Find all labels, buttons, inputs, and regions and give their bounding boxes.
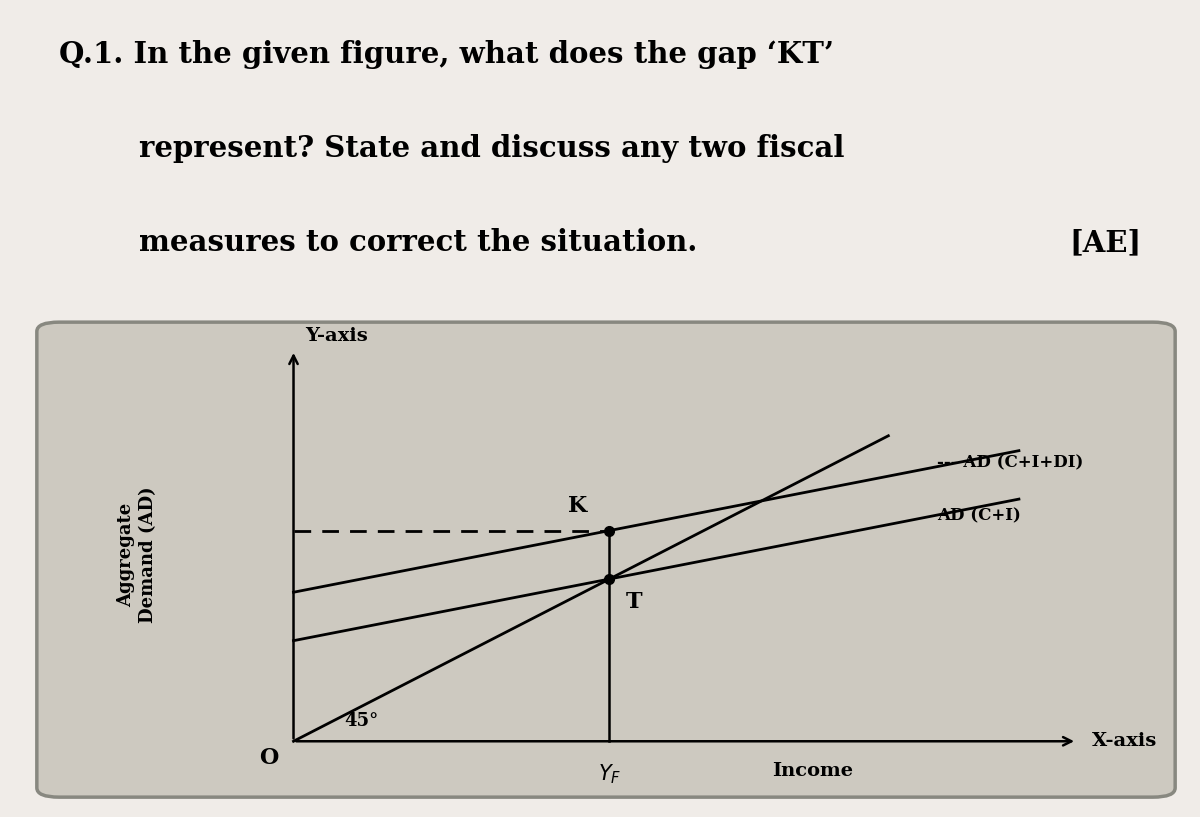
- FancyBboxPatch shape: [37, 322, 1175, 797]
- Text: Y-axis: Y-axis: [305, 328, 367, 346]
- Text: Aggregate
Demand (AD): Aggregate Demand (AD): [118, 487, 157, 623]
- Text: measures to correct the situation.: measures to correct the situation.: [139, 228, 697, 257]
- Text: Q.1. In the given figure, what does the gap ‘KT’: Q.1. In the given figure, what does the …: [59, 40, 834, 69]
- Text: represent? State and discuss any two fiscal: represent? State and discuss any two fis…: [139, 134, 845, 163]
- Text: [AE]: [AE]: [1069, 228, 1141, 257]
- Text: X-axis: X-axis: [1092, 732, 1157, 750]
- Text: K: K: [568, 494, 587, 516]
- Text: Income: Income: [772, 762, 853, 780]
- Text: $Y_F$: $Y_F$: [598, 762, 622, 786]
- Text: O: O: [259, 747, 278, 769]
- Text: --- AD (C+I+DI): --- AD (C+I+DI): [937, 454, 1084, 471]
- Text: T: T: [626, 591, 643, 613]
- Text: 45°: 45°: [344, 712, 378, 730]
- Text: AD (C+I): AD (C+I): [937, 507, 1021, 525]
